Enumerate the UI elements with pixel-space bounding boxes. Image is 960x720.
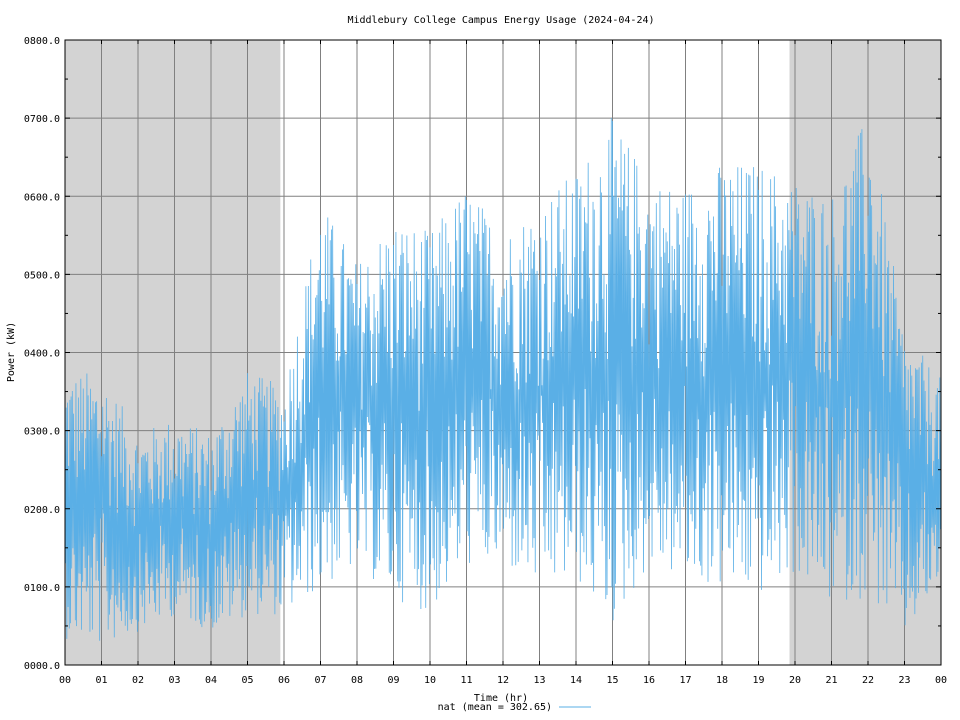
x-tick-label: 21 bbox=[825, 675, 837, 686]
x-tick-label: 19 bbox=[752, 675, 764, 686]
x-tick-label: 02 bbox=[132, 675, 144, 686]
x-tick-label: 13 bbox=[533, 675, 545, 686]
x-tick-label: 20 bbox=[789, 675, 801, 686]
y-tick-label: 0000.0 bbox=[24, 661, 60, 672]
x-tick-label: 15 bbox=[606, 675, 618, 686]
x-tick-label: 10 bbox=[424, 675, 436, 686]
chart-title: Middlebury College Campus Energy Usage (… bbox=[347, 15, 654, 26]
y-tick-label: 0300.0 bbox=[24, 427, 60, 438]
y-tick-label: 0400.0 bbox=[24, 349, 60, 360]
legend-label: nat (mean = 302.65) bbox=[438, 702, 552, 713]
y-tick-label: 0100.0 bbox=[24, 583, 60, 594]
x-tick-label: 00 bbox=[59, 675, 71, 686]
x-axis-label: Time (hr) bbox=[474, 693, 528, 704]
y-tick-label: 0600.0 bbox=[24, 192, 60, 203]
series-nat-line bbox=[64, 118, 942, 641]
x-tick-label: 00 bbox=[935, 675, 947, 686]
x-tick-label: 16 bbox=[643, 675, 655, 686]
x-tick-label: 03 bbox=[168, 675, 180, 686]
x-tick-label: 18 bbox=[716, 675, 728, 686]
y-axis-label: Power (kW) bbox=[6, 322, 17, 382]
x-tick-label: 11 bbox=[460, 675, 472, 686]
y-tick-label: 0200.0 bbox=[24, 505, 60, 516]
x-tick-label: 12 bbox=[497, 675, 509, 686]
x-tick-label: 06 bbox=[278, 675, 290, 686]
y-tick-labels: 0000.0 0100.0 0200.0 0300.0 0400.0 0500.0 0600… bbox=[24, 36, 60, 672]
x-tick-label: 04 bbox=[205, 675, 217, 686]
x-tick-label: 08 bbox=[351, 675, 363, 686]
x-tick-label: 17 bbox=[679, 675, 691, 686]
x-tick-label: 14 bbox=[570, 675, 582, 686]
tick-marks bbox=[64, 39, 942, 666]
y-tick-label: 0700.0 bbox=[24, 114, 60, 125]
y-tick-label: 0500.0 bbox=[24, 270, 60, 281]
x-tick-labels: 00 01 02 03 04 05 06 07 08 09 10 11 12 13 14 15 16 17 18 19… bbox=[59, 675, 947, 686]
x-tick-label: 07 bbox=[314, 675, 326, 686]
x-tick-label: 22 bbox=[862, 675, 874, 686]
x-tick-label: 09 bbox=[387, 675, 399, 686]
x-tick-label: 23 bbox=[898, 675, 910, 686]
y-tick-label: 0800.0 bbox=[24, 36, 60, 47]
x-tick-label: 01 bbox=[95, 675, 107, 686]
legend: nat (mean = 302.65) bbox=[438, 702, 591, 713]
series-nat bbox=[64, 118, 942, 641]
x-tick-label: 05 bbox=[241, 675, 253, 686]
